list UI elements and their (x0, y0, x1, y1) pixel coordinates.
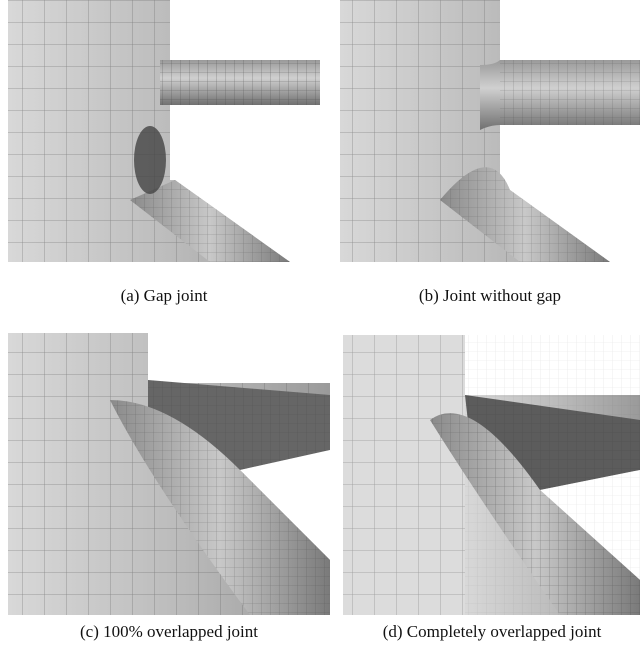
panel-a-image (8, 0, 320, 262)
panel-d-image (343, 335, 640, 615)
caption: (d) Completely overlapped joint (382, 622, 602, 641)
caption: (b) Joint without gap (418, 286, 562, 305)
caption: (a) Gap joint (120, 286, 208, 305)
panel-c-image (8, 333, 330, 615)
panel-b-image (340, 0, 640, 262)
caption: (c) 100% overlapped joint (80, 622, 258, 641)
